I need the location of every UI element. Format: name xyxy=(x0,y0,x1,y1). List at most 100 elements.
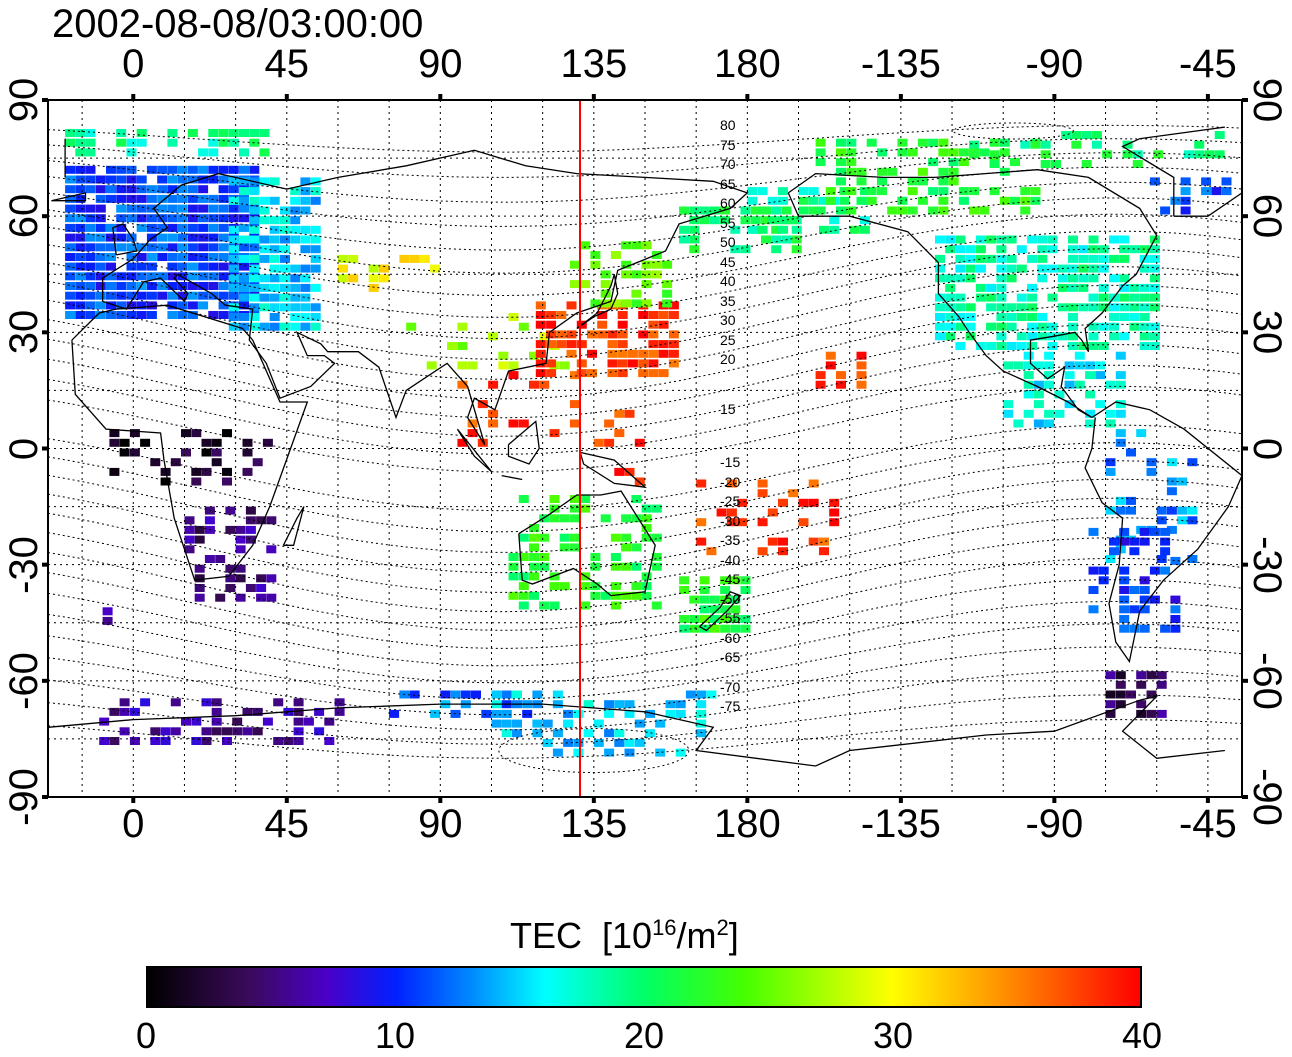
tec-cell xyxy=(1023,380,1034,389)
tec-cell xyxy=(1109,303,1119,312)
tec-cell xyxy=(1044,380,1055,389)
tec-cell xyxy=(1139,313,1150,321)
tec-cell xyxy=(808,196,819,205)
tec-cell xyxy=(709,605,720,614)
tec-cell xyxy=(488,380,499,389)
tec-cell xyxy=(979,206,990,215)
tec-cell xyxy=(426,361,437,370)
tec-cell xyxy=(877,187,887,196)
tec-cell xyxy=(1095,400,1106,409)
tec-cell xyxy=(897,206,908,215)
tec-cell xyxy=(798,518,809,527)
tec-cell xyxy=(157,272,168,281)
tec-cell xyxy=(300,206,311,215)
tec-cell xyxy=(590,591,601,600)
tec-cell xyxy=(569,533,580,542)
tec-cell xyxy=(249,293,260,302)
tec-cell xyxy=(965,254,976,263)
tec-cell xyxy=(580,601,591,610)
tec-cell xyxy=(638,369,649,378)
tec-cell xyxy=(177,214,188,223)
tec-cell xyxy=(1170,556,1181,565)
tec-cell xyxy=(587,369,597,378)
tec-cell xyxy=(228,225,239,234)
tec-cell xyxy=(1068,322,1078,331)
tec-cell xyxy=(75,148,86,157)
frame-tick-bottom xyxy=(745,797,750,803)
tec-cell xyxy=(467,429,478,438)
tec-cell xyxy=(198,282,209,290)
tec-cell xyxy=(259,283,270,292)
tec-cell xyxy=(699,605,710,614)
frame-tick-right xyxy=(1242,330,1248,335)
tec-cell xyxy=(140,438,151,447)
y-tick-left: -60 xyxy=(2,651,46,710)
tec-cell xyxy=(187,233,198,242)
tec-cell xyxy=(1030,196,1041,205)
tec-cell xyxy=(280,225,290,234)
tec-cell xyxy=(829,498,840,507)
tec-cell xyxy=(1136,700,1147,709)
tec-cell xyxy=(228,129,239,137)
tec-cell xyxy=(675,748,686,757)
tec-cell xyxy=(1054,409,1065,418)
tec-cell xyxy=(955,313,966,321)
tec-cell xyxy=(631,591,642,600)
tec-cell xyxy=(1180,206,1191,215)
contour-line xyxy=(48,323,1242,419)
plot-title: 2002-08-08/03:00:00 xyxy=(52,2,424,46)
tec-cell xyxy=(907,206,918,215)
tec-cell xyxy=(501,709,512,718)
contour-label: -25 xyxy=(720,493,741,509)
tec-cell xyxy=(1085,371,1096,380)
tec-cell xyxy=(146,282,157,290)
tec-cell xyxy=(836,138,846,147)
tec-cell xyxy=(938,148,949,157)
contour-label: -65 xyxy=(720,649,741,665)
tec-cell xyxy=(975,342,986,350)
x-tick-top: -45 xyxy=(1178,42,1237,86)
tec-cell xyxy=(651,553,662,561)
tec-cell xyxy=(535,320,546,329)
tec-cell xyxy=(1037,245,1048,254)
tec-cell xyxy=(955,254,966,263)
tec-cell xyxy=(1149,254,1160,263)
tec-cell xyxy=(1160,547,1171,556)
tec-cell xyxy=(146,243,157,252)
tec-cell xyxy=(1068,332,1078,341)
tec-cell xyxy=(1180,196,1191,205)
tec-cell xyxy=(1180,177,1191,186)
tec-cell xyxy=(791,245,802,254)
tec-cell xyxy=(1033,419,1044,428)
tec-cell xyxy=(696,709,707,718)
tec-cell xyxy=(1098,322,1109,331)
tec-cell xyxy=(187,214,198,223)
contour-line xyxy=(952,122,1074,140)
tec-cell xyxy=(1187,555,1198,563)
tec-cell xyxy=(576,369,587,378)
tec-cell xyxy=(778,537,788,546)
x-tick-top: 45 xyxy=(264,42,310,86)
tec-cell xyxy=(218,214,229,223)
contour-label: -35 xyxy=(720,532,741,548)
tec-cell xyxy=(651,533,662,542)
tec-cell xyxy=(1027,322,1038,331)
contour-label: -70 xyxy=(720,678,741,695)
tec-cell xyxy=(996,313,1007,321)
tec-cell xyxy=(808,187,819,196)
tec-cell xyxy=(167,214,178,223)
colorbar-tick: 20 xyxy=(623,1015,665,1056)
tec-cell xyxy=(651,270,662,279)
tec-cell xyxy=(1061,131,1072,139)
tec-cell xyxy=(95,311,106,319)
colorbar xyxy=(146,966,1142,1008)
tec-cell xyxy=(958,148,969,157)
tec-cell xyxy=(457,342,468,350)
frame-tick-left xyxy=(42,330,48,335)
tec-cell xyxy=(85,138,96,147)
tec-cell xyxy=(815,380,826,389)
tec-cell xyxy=(116,243,127,252)
tec-cell xyxy=(245,516,256,525)
tec-cell xyxy=(778,225,788,234)
contour-line xyxy=(48,537,1242,631)
